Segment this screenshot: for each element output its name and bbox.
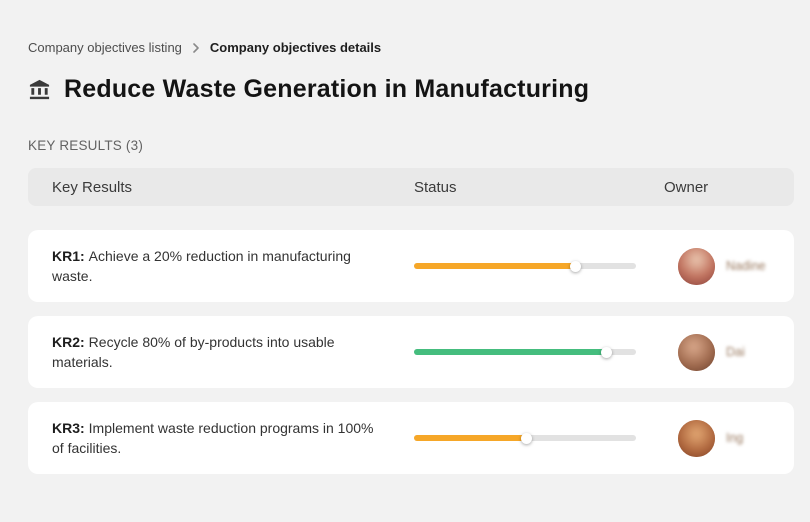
kr-label: KR3: <box>52 420 85 436</box>
owner-name: Nadine <box>726 259 766 273</box>
progress-bar[interactable] <box>414 346 636 358</box>
owner-cell: Ing <box>664 419 778 457</box>
status-cell <box>414 346 664 358</box>
progress-knob[interactable] <box>570 260 582 272</box>
status-cell <box>414 260 664 272</box>
key-results-section-label: KEY RESULTS (3) <box>28 138 144 153</box>
breadcrumb-parent-link[interactable]: Company objectives listing <box>28 40 182 55</box>
kr-text: Implement waste reduction programs in 10… <box>52 420 374 456</box>
owner-name: Ing <box>726 431 744 445</box>
kr-label: KR2: <box>52 334 85 350</box>
progress-fill <box>414 346 613 358</box>
owner-cell: Dai <box>664 333 778 371</box>
progress-bar[interactable] <box>414 432 636 444</box>
column-header-status: Status <box>414 178 457 196</box>
kr-description: KR3: Implement waste reduction programs i… <box>52 418 414 458</box>
progress-knob[interactable] <box>601 346 613 358</box>
chevron-right-icon <box>191 42 201 53</box>
page-title: Reduce Waste Generation in Manufacturing <box>64 75 590 103</box>
breadcrumb: Company objectives listing Company objec… <box>28 40 794 55</box>
key-results-list: KR1: Achieve a 20% reduction in manufactu… <box>28 230 794 474</box>
table-header: Key Results Status Owner <box>28 168 794 206</box>
table-row[interactable]: KR2: Recycle 80% of by-products into usab… <box>28 316 794 388</box>
bank-building-icon <box>28 78 51 101</box>
breadcrumb-current: Company objectives details <box>209 40 382 55</box>
title-row: Reduce Waste Generation in Manufacturing <box>28 75 794 104</box>
table-row[interactable]: KR1: Achieve a 20% reduction in manufactu… <box>28 230 794 302</box>
avatar <box>678 247 715 285</box>
progress-bar[interactable] <box>414 260 636 272</box>
table-row[interactable]: KR3: Implement waste reduction programs i… <box>28 402 794 474</box>
kr-description: KR2: Recycle 80% of by-products into usab… <box>52 332 414 372</box>
progress-knob[interactable] <box>521 432 533 444</box>
kr-text: Achieve a 20% reduction in manufacturing… <box>52 248 351 284</box>
column-header-owner: Owner <box>664 178 709 196</box>
column-header-key-results: Key Results <box>52 178 133 196</box>
avatar <box>678 333 715 371</box>
progress-fill <box>414 260 582 272</box>
owner-cell: Nadine <box>664 247 778 285</box>
owner-name: Dai <box>726 345 745 359</box>
avatar <box>678 419 715 457</box>
page: Company objectives listing Company objec… <box>28 40 794 474</box>
kr-description: KR1: Achieve a 20% reduction in manufactu… <box>52 246 414 286</box>
progress-fill <box>414 432 533 444</box>
kr-text: Recycle 80% of by-products into usable m… <box>52 334 335 370</box>
kr-label: KR1: <box>52 248 85 264</box>
status-cell <box>414 432 664 444</box>
